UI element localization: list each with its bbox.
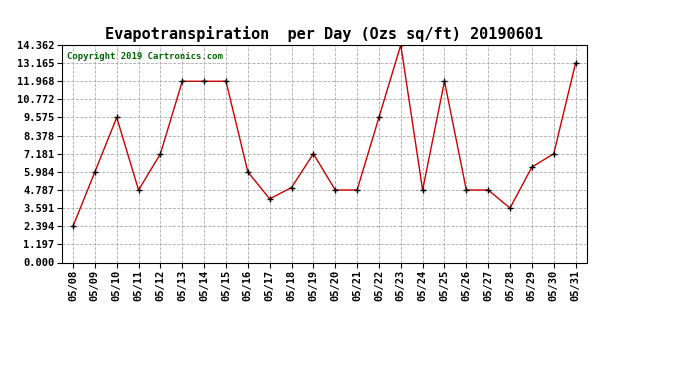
Title: Evapotranspiration  per Day (Ozs sq/ft) 20190601: Evapotranspiration per Day (Ozs sq/ft) 2… (106, 27, 543, 42)
Text: Copyright 2019 Cartronics.com: Copyright 2019 Cartronics.com (68, 51, 224, 60)
Text: ET  (0z/sq  ft): ET (0z/sq ft) (596, 26, 677, 36)
